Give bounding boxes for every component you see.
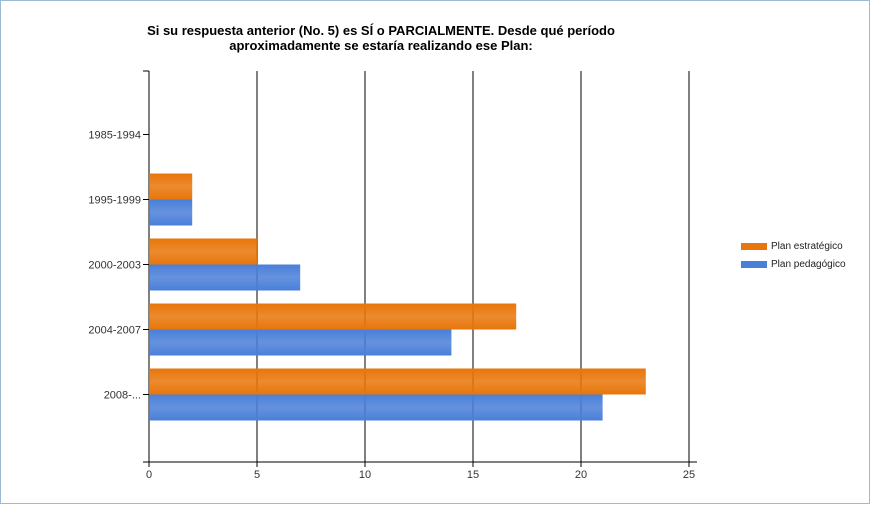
x-tick-label-10: 10 xyxy=(359,469,371,481)
x-tick-label-20: 20 xyxy=(575,469,587,481)
bar-plan-estrategico-2000-2003 xyxy=(149,238,257,265)
chart-title-line-1: Si su respuesta anterior (No. 5) es SÍ o… xyxy=(147,23,615,38)
legend-label-plan-estrategico: Plan estratégico xyxy=(771,240,843,252)
chart-legend: Plan estratégico Plan pedagógico xyxy=(741,237,846,273)
legend-label-plan-pedagogico: Plan pedagógico xyxy=(771,258,846,270)
legend-swatch-plan-pedagogico xyxy=(741,260,767,268)
chart-title: Si su respuesta anterior (No. 5) es SÍ o… xyxy=(1,23,761,53)
legend-item-plan-estrategico: Plan estratégico xyxy=(741,237,846,255)
x-tick-label-0: 0 xyxy=(146,469,152,481)
x-tick-label-25: 25 xyxy=(683,469,695,481)
bar-plan-pedagogico-2004-2007 xyxy=(149,329,452,356)
y-tick-label: 1985-1994 xyxy=(88,130,141,142)
legend-swatch-plan-estrategico xyxy=(741,242,767,250)
bar-plan-estrategico-2008-... xyxy=(149,368,646,395)
bar-plan-estrategico-1995-1999 xyxy=(149,173,193,200)
bar-plan-pedagogico-1995-1999 xyxy=(149,199,193,226)
x-tick-label-15: 15 xyxy=(467,469,479,481)
bar-plan-estrategico-2004-2007 xyxy=(149,303,517,330)
y-tick-label: 2008-... xyxy=(104,390,141,402)
bar-plan-pedagogico-2008-... xyxy=(149,394,603,421)
bar-plan-pedagogico-2000-2003 xyxy=(149,264,301,291)
chart-title-line-2: aproximadamente se estaría realizando es… xyxy=(229,38,533,53)
legend-item-plan-pedagogico: Plan pedagógico xyxy=(741,255,846,273)
y-tick-label: 2004-2007 xyxy=(88,325,141,337)
y-tick-label: 1995-1999 xyxy=(88,195,141,207)
x-tick-label-5: 5 xyxy=(254,469,260,481)
y-tick-label: 2000-2003 xyxy=(88,260,141,272)
